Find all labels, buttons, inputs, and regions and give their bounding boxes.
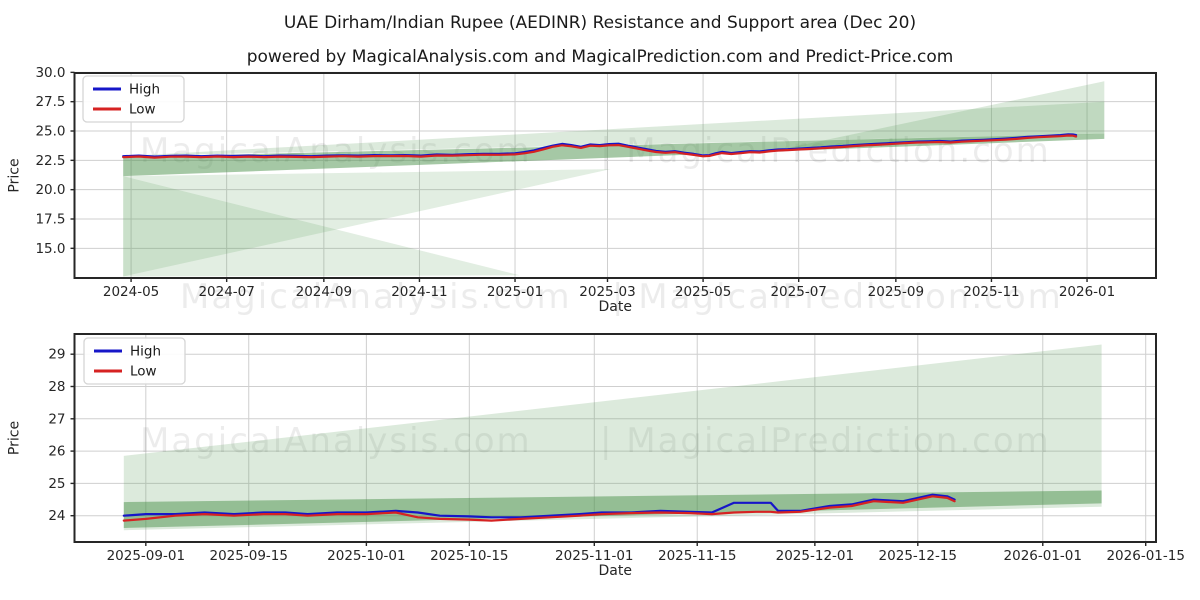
price-chart-main: 2024-05 2024-07 2024-09 2024-11 2025-01 2025-… [7,65,1157,317]
price-chart-zoom: 2025-09-01 2025-09-15 2025-10-01 2025-10-15… [7,333,1185,579]
x-tick-label: 2026-01 [1059,284,1115,300]
x-tick-label: 2025-11-01 [555,548,633,564]
y-tick-label: 27 [48,411,65,427]
watermark-text: MagicalAnalysis.com [140,421,532,461]
plot-border [73,72,1157,279]
y-tick-label: 28 [48,379,65,395]
resistance-wedge-inner-area [123,101,1105,157]
y-tick-label: 25 [48,476,65,492]
resistance-wedge-outer-area [787,81,1105,148]
x-tick-label: 2026-01-01 [1004,548,1082,564]
y-axis-label: Price [7,158,23,192]
x-tick-label: 2025-10-01 [327,548,405,564]
x-tick-label: 2024-07 [198,284,254,300]
x-axis-label: Date [599,563,632,579]
x-tick-label: 2025-09 [868,284,924,300]
legend-low-label: Low [129,102,156,118]
x-tick-label: 2025-03 [579,284,635,300]
y-tick-label: 25.0 [35,124,65,140]
y-tick-label: 29 [48,347,65,363]
x-tick-label: 2025-10-15 [430,548,508,564]
x-tick-label: 2024-09 [296,284,352,300]
watermark-text: | MagicalPrediction.com [600,421,1051,461]
legend: High Low [83,337,186,385]
low-line [122,134,1078,159]
y-axis-label: Price [7,421,23,455]
resistance-wedge-area [123,344,1102,531]
x-tick-label: 2025-12-15 [879,548,957,564]
x-tick-label: 2024-11 [391,284,447,300]
legend: High Low [82,75,185,123]
x-tick-label: 2024-05 [103,284,159,300]
x-tick-label: 2025-09-15 [210,548,288,564]
watermark-text: MagicalAnalysis.com [180,277,572,317]
low-line [122,495,956,522]
y-tick-label: 24 [48,508,65,524]
legend-high-label: High [129,82,160,98]
support-fan-descending-area [123,176,520,277]
support-channel-band-area [123,490,1102,528]
y-tick-label: 30.0 [35,65,65,81]
x-tick-label: 2025-12-01 [776,548,854,564]
x-tick-label: 2025-05 [675,284,731,300]
x-tick-label: 2025-09-01 [107,548,185,564]
y-tick-label: 26 [48,444,65,460]
y-tick-label: 17.5 [35,211,65,227]
support-fan-ascending-area [123,169,611,277]
x-tick-label: 2026-01-15 [1106,548,1184,564]
x-tick-label: 2025-11-15 [658,548,736,564]
y-tick-label: 15.0 [35,241,65,257]
legend-low-label: Low [130,364,157,380]
legend-high-label: High [130,344,161,360]
x-tick-label: 2025-07 [770,284,826,300]
watermark-text: | MagicalPrediction.com [612,277,1063,317]
plot-border [73,333,1157,543]
y-tick-label: 20.0 [35,182,65,198]
y-tick-label: 22.5 [35,153,65,169]
y-tick-label: 27.5 [35,94,65,110]
chart-title: UAE Dirham/Indian Rupee (AEDINR) Resista… [283,13,917,33]
x-tick-label: 2025-11 [963,284,1019,300]
x-axis-label: Date [599,299,632,315]
x-tick-label: 2025-01 [487,284,543,300]
chart-subtitle: powered by MagicalAnalysis.com and Magic… [246,47,954,67]
high-line [122,493,956,519]
